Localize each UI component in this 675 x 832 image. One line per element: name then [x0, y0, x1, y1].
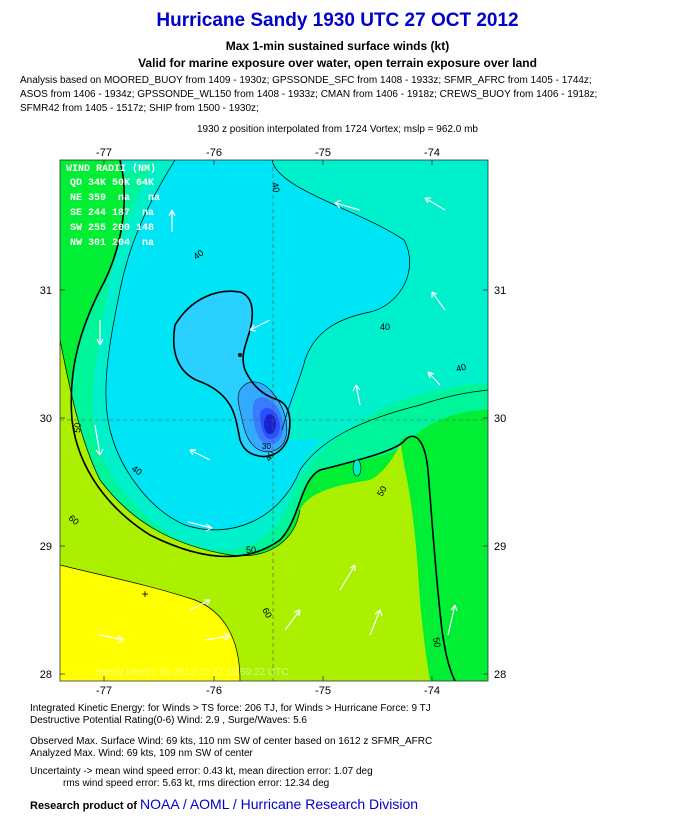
uncertainty-section: Uncertainty -> mean wind speed error: 0.… — [30, 766, 373, 790]
analysis-line-3: SFMR42 from 1405 - 1517z; SHIP from 1500… — [20, 103, 259, 114]
contour-60 — [60, 339, 301, 557]
axis-ticks — [60, 160, 488, 681]
contour-label: 30 — [262, 442, 271, 451]
wind-arrow — [339, 564, 356, 591]
wind-arrow — [284, 609, 301, 631]
zone-aqua-east — [272, 160, 488, 440]
lon-label-bottom: -74 — [424, 685, 440, 697]
uncertainty-line-1: Uncertainty -> mean wind speed error: 0.… — [30, 766, 373, 777]
ike-section: Integrated Kinetic Energy: for Winds > T… — [30, 703, 431, 727]
contour-label: 40 — [130, 463, 144, 477]
lat-label-right: 30 — [494, 413, 506, 425]
wind-arrow — [431, 291, 446, 311]
lon-label-top: -77 — [96, 147, 112, 159]
axis-labels: -77 -76 -75 -74 -77 -76 -75 -74 31 30 29… — [40, 147, 507, 697]
wind-arrow — [94, 424, 104, 456]
contour-label: 60 — [260, 606, 274, 620]
small-spot — [238, 353, 242, 357]
credit-prefix: Research product of — [30, 800, 137, 812]
max-wind-section: Observed Max. Surface Wind: 69 kts, 110 … — [30, 736, 432, 760]
zone-green-east — [400, 435, 460, 681]
wind-radii-title: WIND RADII (NM) — [66, 163, 156, 175]
analysis-line-2: ASOS from 1406 - 1934z; GPSSONDE_WL150 f… — [20, 89, 598, 100]
contour-core-thick — [172, 290, 291, 458]
analysis-line-1: Analysis based on MOORED_BUOY from 1409 … — [20, 75, 592, 86]
wind-arrow — [189, 599, 211, 611]
wind-radii-header: QD 34K 50K 64K — [70, 178, 154, 189]
lat-label-left: 31 — [40, 285, 52, 297]
analyzed-max-text: Analyzed Max. Wind: 69 kts, 109 nm SW of… — [30, 748, 253, 759]
position-note: 1930 z position interpolated from 1724 V… — [196, 124, 478, 135]
ike-text: Integrated Kinetic Energy: for Winds > T… — [30, 703, 431, 714]
wind-arrow — [334, 199, 361, 211]
wind-arrow — [369, 609, 383, 636]
page-title: Hurricane Sandy 1930 UTC 27 OCT 2012 — [156, 10, 519, 31]
zone-yellow — [60, 565, 240, 681]
lon-label-top: -75 — [315, 147, 331, 159]
wind-arrow — [424, 197, 446, 211]
lat-label-right: 28 — [494, 669, 506, 681]
plot-frame — [59, 159, 489, 682]
wind-arrow — [427, 371, 441, 386]
wind-vectors — [94, 197, 458, 644]
max-wind-marker: + — [141, 587, 148, 601]
zone-core-blue5 — [264, 414, 276, 434]
watermark: Sandy Interim 0c-2012 10 27 19:59:22 UTC — [95, 667, 288, 678]
analysis-sources: Analysis based on MOORED_BUOY from 1409 … — [20, 74, 665, 116]
lat-label-left: 29 — [40, 541, 52, 553]
lat-label-left: 28 — [40, 669, 52, 681]
contour-small-loop — [352, 459, 362, 477]
wind-arrow — [168, 209, 176, 232]
wind-arrow — [447, 604, 458, 636]
wind-field-map: + 40 40 40 40 40 50 50 50 50 60 60 30 40… — [40, 147, 507, 697]
wind-contours: + 40 40 40 40 40 50 50 50 50 60 60 30 40… — [60, 160, 488, 681]
wind-radii-row-ne: NE 359 na na — [70, 193, 160, 204]
contour-50-main — [70, 160, 456, 681]
contour-label: 40 — [380, 322, 390, 332]
contour-label: 60 — [67, 513, 81, 527]
wind-radii-row-nw: NW 301 204 na — [70, 238, 154, 249]
contour-label: 40 — [270, 182, 282, 194]
wind-arrow — [204, 632, 231, 641]
uncertainty-line-2: rms wind speed error: 5.63 kt, rms direc… — [63, 778, 330, 789]
wind-radii-table: WIND RADII (NM) QD 34K 50K 64K NE 359 na… — [66, 163, 160, 249]
lon-label-bottom: -75 — [315, 685, 331, 697]
lat-label-right: 31 — [494, 285, 506, 297]
contour-label: 50 — [72, 422, 83, 433]
wind-arrow — [352, 384, 361, 406]
contour-label-group: 40 40 40 40 40 50 50 50 50 60 60 30 40 — [67, 182, 467, 649]
contour-label: 50 — [431, 637, 443, 649]
wind-arrow — [99, 634, 125, 644]
observed-max-text: Observed Max. Surface Wind: 69 kts, 110 … — [30, 736, 433, 747]
wind-arrow — [249, 319, 271, 332]
credit-line: Research product of NOAA / AOML / Hurric… — [30, 796, 418, 812]
contour-40-north — [271, 160, 410, 431]
subtitle-exposure: Valid for marine exposure over water, op… — [138, 56, 537, 70]
wind-radii-row-sw: SW 255 200 148 — [70, 223, 154, 234]
subtitle-variable: Max 1-min sustained surface winds (kt) — [225, 39, 450, 53]
contour-40-east — [419, 389, 488, 406]
wind-arrow — [96, 320, 104, 346]
lon-label-bottom: -77 — [96, 685, 112, 697]
contour-60-south — [60, 564, 241, 681]
contour-label: 40 — [191, 248, 205, 262]
lat-label-right: 29 — [494, 541, 506, 553]
contour-label: 50 — [246, 545, 256, 555]
lat-label-left: 30 — [40, 413, 52, 425]
contour-label: 50 — [375, 484, 389, 498]
contour-label: 40 — [263, 449, 277, 463]
wind-radii-row-se: SE 244 187 na — [70, 208, 154, 219]
contour-inner-thin — [237, 381, 288, 453]
contour-40-west — [105, 160, 421, 531]
credit-org-link[interactable]: NOAA / AOML / Hurricane Research Divisio… — [140, 796, 419, 812]
contour-label: 40 — [455, 362, 467, 374]
wind-arrow — [187, 521, 213, 532]
dpr-text: Destructive Potential Rating(0-6) Wind: … — [30, 715, 307, 726]
lon-label-top: -76 — [206, 147, 222, 159]
wind-arrow — [189, 449, 211, 461]
lon-label-top: -74 — [424, 147, 440, 159]
lon-label-bottom: -76 — [206, 685, 222, 697]
